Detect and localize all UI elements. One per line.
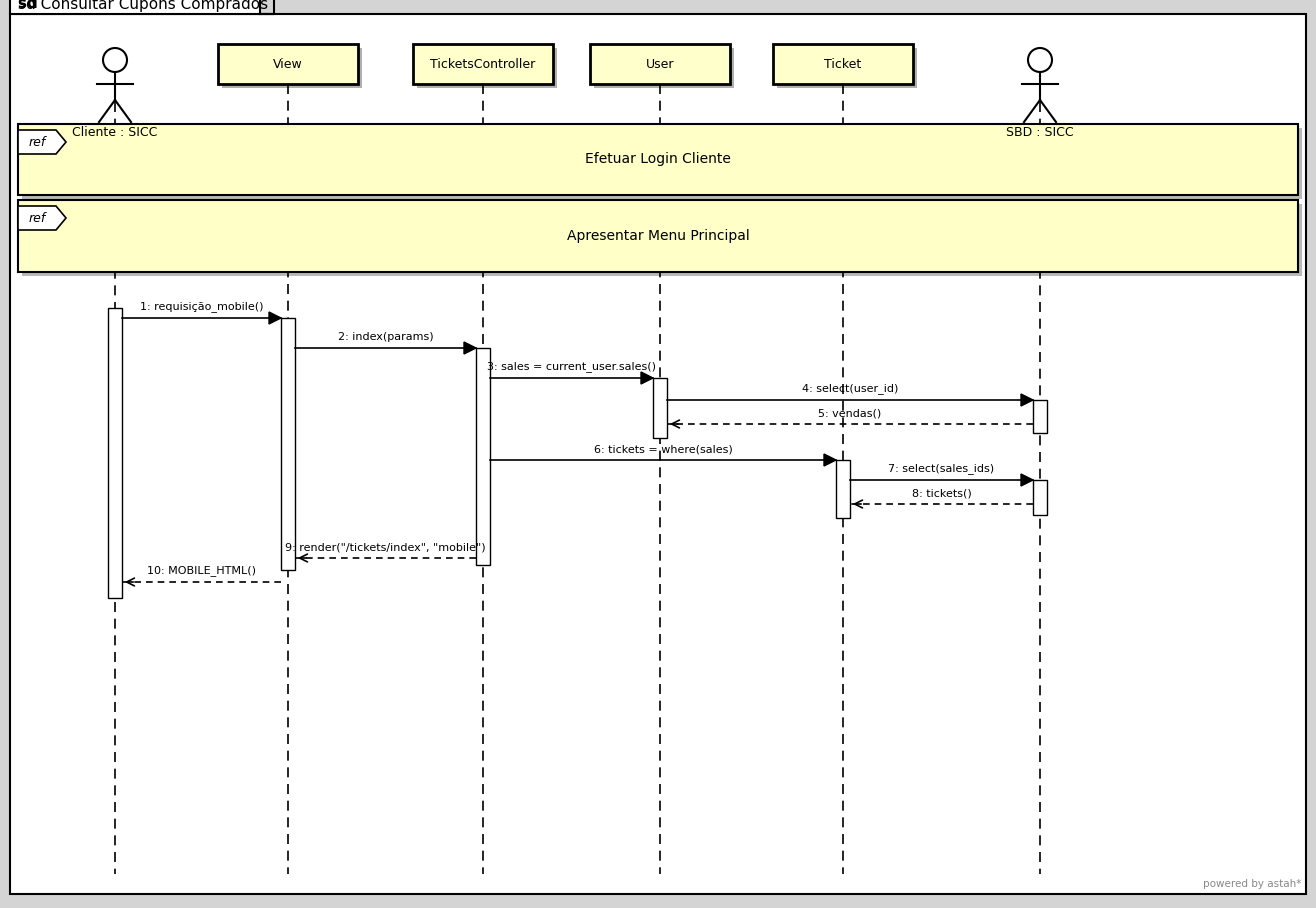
- Polygon shape: [268, 312, 282, 324]
- Text: 6: tickets = where(sales): 6: tickets = where(sales): [594, 444, 733, 454]
- Text: Apresentar Menu Principal: Apresentar Menu Principal: [567, 229, 749, 243]
- Polygon shape: [824, 454, 836, 466]
- Bar: [836, 460, 850, 518]
- Bar: [11, 0, 261, 14]
- Text: View: View: [274, 57, 303, 71]
- Bar: [1033, 400, 1048, 433]
- Bar: [413, 44, 553, 84]
- Text: 1: requisição_mobile(): 1: requisição_mobile(): [139, 301, 263, 312]
- Polygon shape: [465, 342, 476, 354]
- Bar: [18, 124, 1298, 195]
- Bar: [22, 128, 1302, 199]
- Text: 2: index(params): 2: index(params): [338, 332, 433, 342]
- Text: powered by astah*: powered by astah*: [1203, 879, 1302, 889]
- Bar: [22, 204, 1302, 276]
- Text: 9: render("/tickets/index", "mobile"): 9: render("/tickets/index", "mobile"): [286, 542, 486, 552]
- Text: Ticket: Ticket: [824, 57, 862, 71]
- Bar: [282, 318, 295, 570]
- Text: User: User: [646, 57, 674, 71]
- Text: SBD : SICC: SBD : SICC: [1007, 126, 1074, 139]
- Polygon shape: [1021, 474, 1033, 486]
- Text: 3: sales = current_user.sales(): 3: sales = current_user.sales(): [487, 361, 655, 372]
- Text: Cliente : SICC: Cliente : SICC: [72, 126, 158, 139]
- Text: ref: ref: [29, 212, 46, 224]
- Polygon shape: [18, 130, 66, 154]
- Polygon shape: [641, 372, 653, 384]
- Text: sd: sd: [18, 0, 43, 12]
- Bar: [776, 48, 917, 88]
- Polygon shape: [1021, 394, 1033, 406]
- Bar: [1033, 480, 1048, 515]
- Bar: [476, 348, 490, 565]
- Text: 5: vendas(): 5: vendas(): [819, 408, 882, 418]
- Text: 7: select(sales_ids): 7: select(sales_ids): [888, 463, 995, 474]
- Bar: [218, 44, 358, 84]
- Bar: [772, 44, 913, 84]
- Text: TicketsController: TicketsController: [430, 57, 536, 71]
- Bar: [222, 48, 362, 88]
- Text: sd Consultar Cupons Comprados: sd Consultar Cupons Comprados: [18, 0, 268, 12]
- Text: Efetuar Login Cliente: Efetuar Login Cliente: [586, 153, 730, 166]
- Bar: [590, 44, 730, 84]
- Bar: [108, 308, 122, 598]
- Text: 4: select(user_id): 4: select(user_id): [801, 383, 899, 394]
- Bar: [594, 48, 734, 88]
- Text: 8: tickets(): 8: tickets(): [912, 488, 971, 498]
- Bar: [18, 200, 1298, 272]
- Text: 10: MOBILE_HTML(): 10: MOBILE_HTML(): [147, 565, 257, 576]
- Polygon shape: [18, 206, 66, 230]
- Bar: [653, 378, 667, 438]
- Bar: [417, 48, 557, 88]
- Text: ref: ref: [29, 135, 46, 149]
